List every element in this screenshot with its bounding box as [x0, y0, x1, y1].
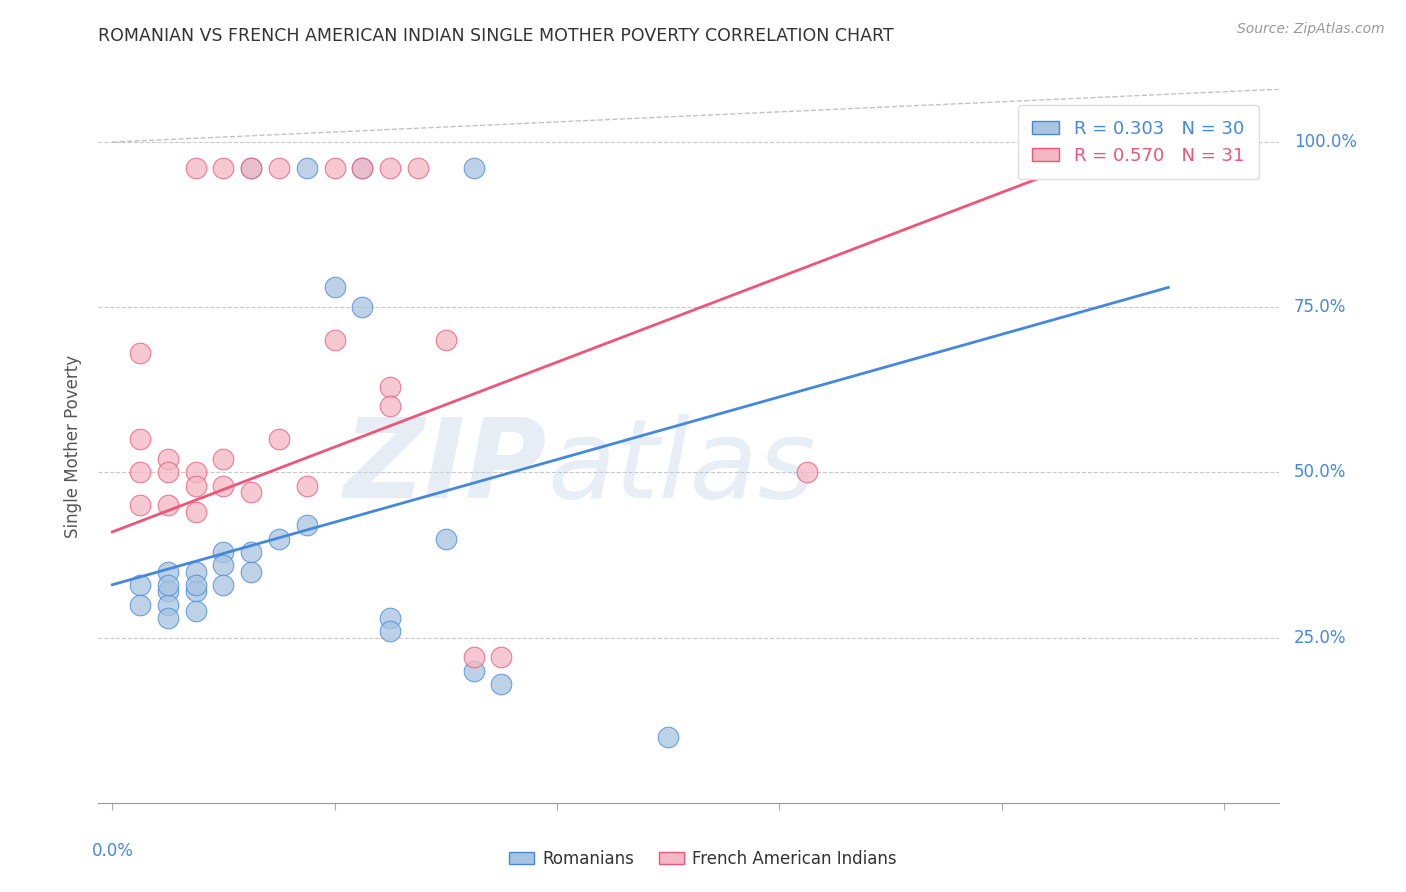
- Point: [212, 578, 235, 592]
- Point: [184, 565, 207, 579]
- Point: [380, 379, 402, 393]
- Point: [212, 558, 235, 572]
- Point: [352, 300, 374, 314]
- Point: [323, 161, 346, 176]
- Y-axis label: Single Mother Poverty: Single Mother Poverty: [65, 354, 83, 538]
- Point: [323, 280, 346, 294]
- Text: atlas: atlas: [547, 414, 815, 521]
- Point: [129, 466, 152, 480]
- Legend: R = 0.303   N = 30, R = 0.570   N = 31: R = 0.303 N = 30, R = 0.570 N = 31: [1018, 105, 1258, 179]
- Point: [240, 545, 263, 559]
- Point: [491, 650, 513, 665]
- Point: [184, 584, 207, 599]
- Point: [240, 161, 263, 176]
- Point: [267, 161, 290, 176]
- Text: 0.0%: 0.0%: [91, 842, 134, 860]
- Point: [212, 161, 235, 176]
- Point: [352, 161, 374, 176]
- Point: [491, 677, 513, 691]
- Point: [657, 730, 679, 744]
- Point: [156, 499, 179, 513]
- Point: [212, 545, 235, 559]
- Text: ROMANIAN VS FRENCH AMERICAN INDIAN SINGLE MOTHER POVERTY CORRELATION CHART: ROMANIAN VS FRENCH AMERICAN INDIAN SINGL…: [98, 27, 894, 45]
- Text: 50.0%: 50.0%: [1294, 464, 1346, 482]
- Point: [129, 598, 152, 612]
- Point: [184, 604, 207, 618]
- Point: [129, 499, 152, 513]
- Text: Source: ZipAtlas.com: Source: ZipAtlas.com: [1237, 22, 1385, 37]
- Point: [156, 452, 179, 467]
- Point: [212, 452, 235, 467]
- Point: [156, 466, 179, 480]
- Point: [380, 400, 402, 414]
- Point: [156, 611, 179, 625]
- Point: [380, 624, 402, 638]
- Text: 25.0%: 25.0%: [1294, 629, 1346, 647]
- Point: [184, 505, 207, 519]
- Point: [352, 161, 374, 176]
- Point: [463, 161, 485, 176]
- Point: [434, 333, 457, 347]
- Point: [796, 466, 818, 480]
- Point: [184, 478, 207, 492]
- Point: [406, 161, 429, 176]
- Point: [1157, 135, 1180, 149]
- Legend: Romanians, French American Indians: Romanians, French American Indians: [502, 844, 904, 875]
- Point: [323, 333, 346, 347]
- Point: [463, 650, 485, 665]
- Point: [129, 346, 152, 360]
- Point: [240, 485, 263, 500]
- Point: [267, 433, 290, 447]
- Point: [184, 161, 207, 176]
- Text: 100.0%: 100.0%: [1294, 133, 1357, 151]
- Text: 75.0%: 75.0%: [1294, 298, 1346, 317]
- Point: [184, 466, 207, 480]
- Point: [267, 532, 290, 546]
- Point: [380, 161, 402, 176]
- Point: [156, 578, 179, 592]
- Point: [184, 578, 207, 592]
- Point: [295, 161, 318, 176]
- Point: [295, 478, 318, 492]
- Point: [156, 565, 179, 579]
- Point: [156, 584, 179, 599]
- Point: [240, 161, 263, 176]
- Point: [434, 532, 457, 546]
- Text: ZIP: ZIP: [343, 414, 547, 521]
- Point: [129, 578, 152, 592]
- Point: [240, 565, 263, 579]
- Point: [295, 518, 318, 533]
- Point: [463, 664, 485, 678]
- Point: [129, 433, 152, 447]
- Point: [212, 478, 235, 492]
- Point: [380, 611, 402, 625]
- Point: [156, 598, 179, 612]
